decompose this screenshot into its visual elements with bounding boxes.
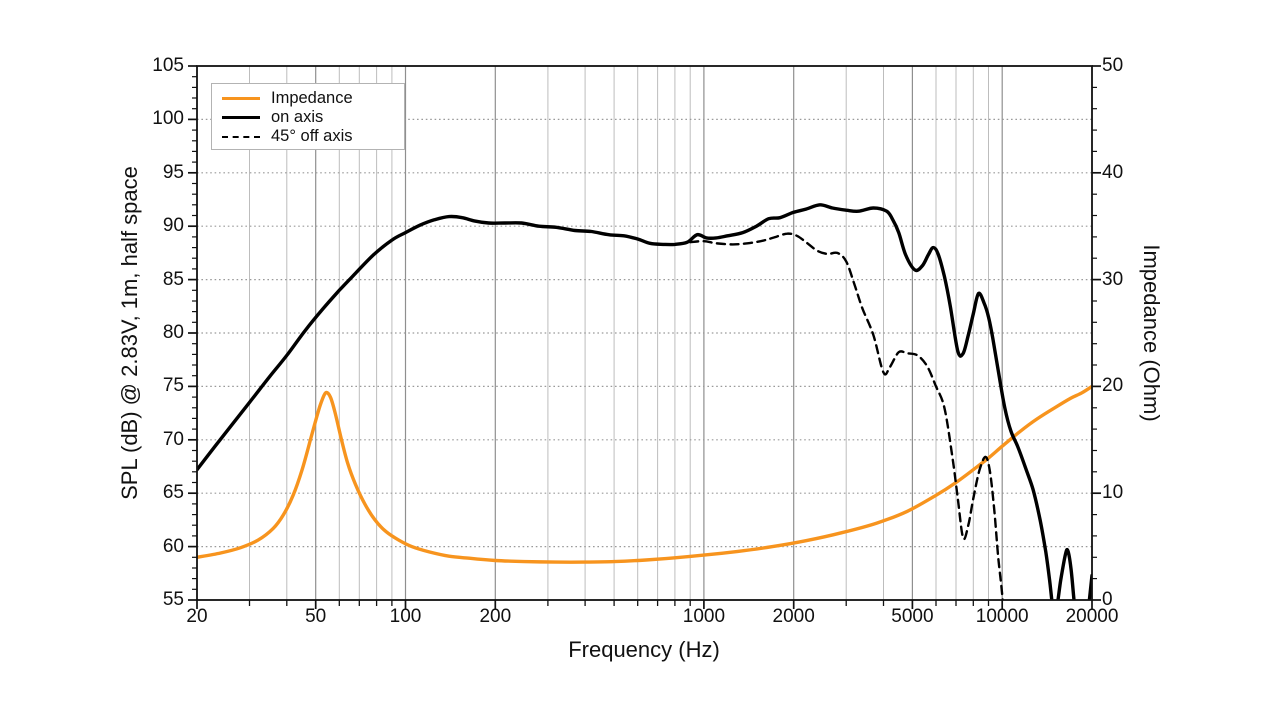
left-y-tick-label-100: 100 (152, 108, 184, 130)
right-y-tick-label-30: 30 (1102, 268, 1124, 290)
left-y-tick-label-60: 60 (162, 535, 184, 557)
left-y-tick-label-55: 55 (162, 589, 184, 610)
right-y-tick-label-10: 10 (1102, 482, 1124, 504)
right-y-axis-title: Impedance (Ohm) (1139, 244, 1164, 422)
x-tick-label-20000: 20000 (1065, 606, 1119, 627)
off-axis-line-sample (222, 135, 260, 138)
x-tick-label-5000: 5000 (891, 606, 934, 627)
right-y-tick-label-50: 50 (1102, 55, 1124, 76)
left-y-tick-label-105: 105 (152, 55, 184, 76)
legend-row-impedance: Impedance (222, 89, 394, 108)
legend-label-impedance: Impedance (271, 89, 353, 107)
left-y-tick-label-80: 80 (162, 322, 184, 343)
left-y-tick-label-65: 65 (162, 482, 184, 504)
x-tick-label-100: 100 (389, 606, 422, 627)
x-tick-label-1000: 1000 (682, 606, 726, 627)
left-y-tick-label-85: 85 (162, 268, 184, 290)
x-tick-label-50: 50 (305, 606, 327, 627)
x-tick-label-2000: 2000 (772, 606, 815, 627)
x-tick-label-20: 20 (186, 606, 208, 627)
left-y-tick-label-95: 95 (162, 161, 184, 183)
left-y-tick-label-75: 75 (162, 375, 184, 397)
legend-row-off-axis: 45° off axis (222, 127, 394, 146)
legend-label-on-axis: on axis (271, 108, 324, 126)
x-tick-label-10000: 10000 (975, 606, 1029, 627)
legend-label-off-axis: 45° off axis (271, 127, 353, 145)
legend: Impedance on axis 45° off axis (211, 83, 405, 150)
left-y-axis-title: SPL (dB) @ 2.83V, 1m, half space (117, 166, 142, 500)
right-y-tick-label-20: 20 (1102, 375, 1124, 397)
legend-row-on-axis: on axis (222, 108, 394, 127)
left-y-tick-label-90: 90 (162, 215, 184, 237)
right-y-tick-label-0: 0 (1102, 589, 1113, 610)
on-axis-line-sample (222, 116, 260, 119)
left-y-tick-label-70: 70 (162, 428, 184, 450)
impedance-line-sample (222, 97, 260, 100)
x-axis-title: Frequency (Hz) (568, 637, 720, 662)
x-tick-label-200: 200 (479, 606, 512, 627)
right-y-tick-label-40: 40 (1102, 161, 1124, 183)
